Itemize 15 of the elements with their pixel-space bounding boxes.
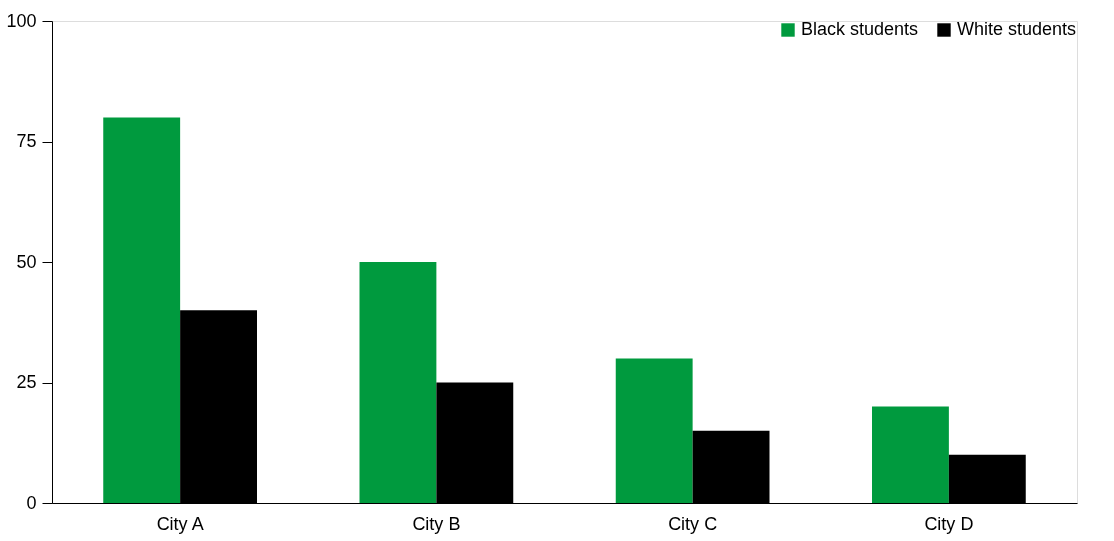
- y-tick-label: 50: [16, 251, 37, 272]
- y-tick-label: 0: [26, 492, 37, 513]
- x-tick-label: City D: [924, 513, 974, 534]
- x-tick-label: City A: [156, 513, 204, 534]
- y-tick-label: 25: [16, 372, 37, 392]
- y-tick-label: 75: [16, 131, 37, 151]
- bar: [359, 262, 437, 503]
- x-tick-label: City C: [668, 513, 718, 534]
- bar: [872, 406, 949, 503]
- legend-label: White students: [957, 19, 1077, 39]
- bar: [103, 117, 181, 503]
- bar: [615, 358, 693, 503]
- y-tick-label: 100: [6, 10, 37, 31]
- x-tick-label: City B: [412, 513, 461, 534]
- legend-label: Black students: [801, 19, 919, 39]
